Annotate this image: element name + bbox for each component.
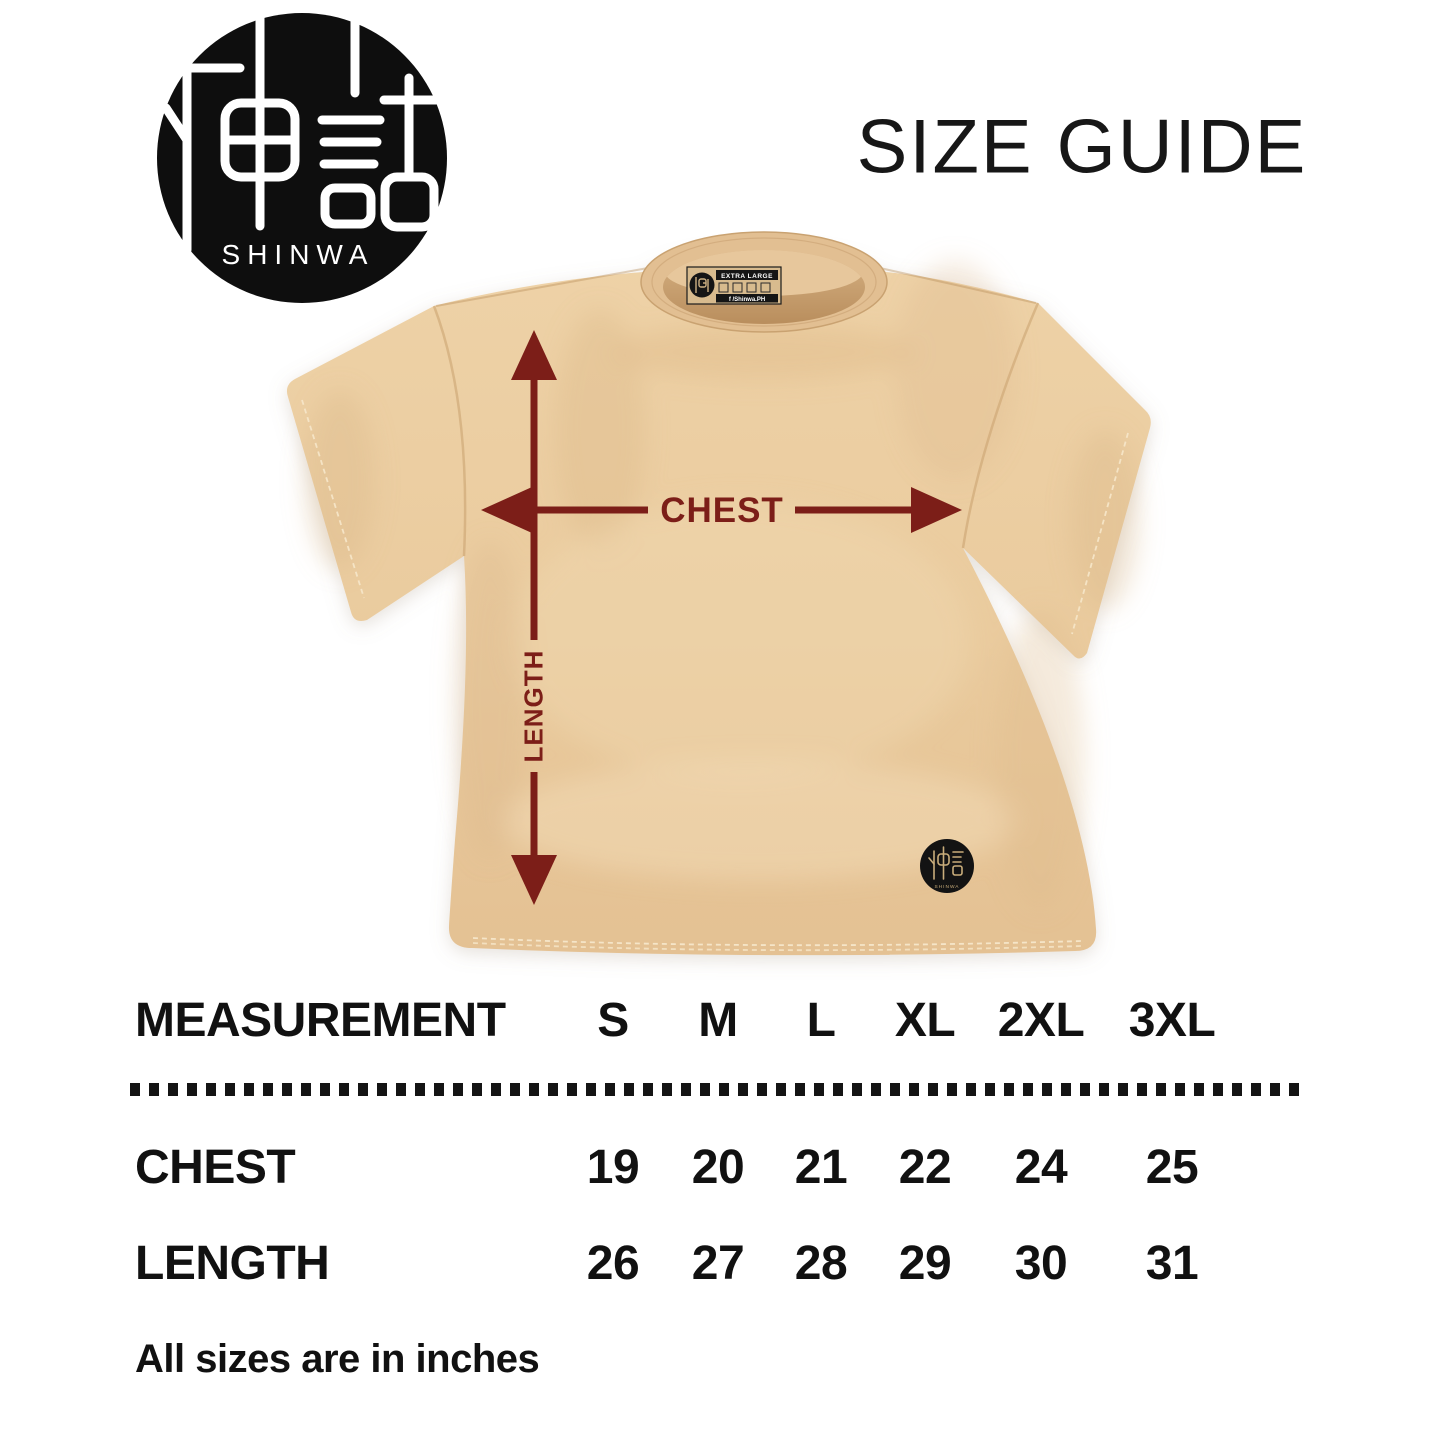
chest-arrow-icon <box>481 487 962 533</box>
size-col-3xl: 3XL <box>1128 994 1216 1047</box>
chest-value-m: 20 <box>691 1141 745 1194</box>
neck-tag-social: f /Shinwa.PH <box>729 297 765 303</box>
neck-tag: EXTRA LARGE f /Shinwa.PH <box>686 266 782 305</box>
chest-value-3xl: 25 <box>1145 1141 1199 1194</box>
hem-patch-kanji-icon <box>928 846 964 880</box>
page-title: SIZE GUIDE <box>856 104 1308 190</box>
brand-logo: SHINWA <box>157 13 447 303</box>
fabric-shading <box>305 260 1140 910</box>
chest-value-2xl: 24 <box>1014 1141 1068 1194</box>
measurement-arrows <box>481 330 962 905</box>
stitching <box>301 267 1129 952</box>
size-col-xl: XL <box>894 994 956 1047</box>
length-value-3xl: 31 <box>1145 1237 1199 1290</box>
hem-patch: SHINWA <box>920 839 974 893</box>
length-value-2xl: 30 <box>1014 1237 1068 1290</box>
length-value-xl: 29 <box>898 1237 952 1290</box>
chest-value-xl: 22 <box>898 1141 952 1194</box>
logo-wordmark: SHINWA <box>222 239 375 270</box>
size-col-m: M <box>698 994 738 1047</box>
length-label: LENGTH <box>518 649 549 763</box>
length-value-m: 27 <box>691 1237 745 1290</box>
measurement-header: MEASUREMENT <box>135 994 506 1047</box>
chest-value-l: 21 <box>794 1141 848 1194</box>
length-arrow-icon <box>511 330 557 905</box>
chest-row-label: CHEST <box>135 1141 296 1194</box>
units-note: All sizes are in inches <box>135 1337 540 1381</box>
neck-tag-logo-icon <box>689 272 715 298</box>
logo-circle <box>157 13 447 303</box>
dotted-divider <box>130 1083 1300 1096</box>
hem-patch-wordmark: SHINWA <box>934 884 959 890</box>
size-col-2xl: 2XL <box>997 994 1085 1047</box>
neck-tag-size: EXTRA LARGE <box>721 273 773 280</box>
size-col-l: L <box>806 994 836 1047</box>
chest-value-s: 19 <box>586 1141 640 1194</box>
length-row-label: LENGTH <box>135 1237 330 1290</box>
chest-label: CHEST <box>660 491 784 530</box>
length-value-s: 26 <box>586 1237 640 1290</box>
logo-kanji-icon <box>161 13 441 255</box>
size-col-s: S <box>597 994 629 1047</box>
length-value-l: 28 <box>794 1237 848 1290</box>
care-icons <box>718 282 771 293</box>
